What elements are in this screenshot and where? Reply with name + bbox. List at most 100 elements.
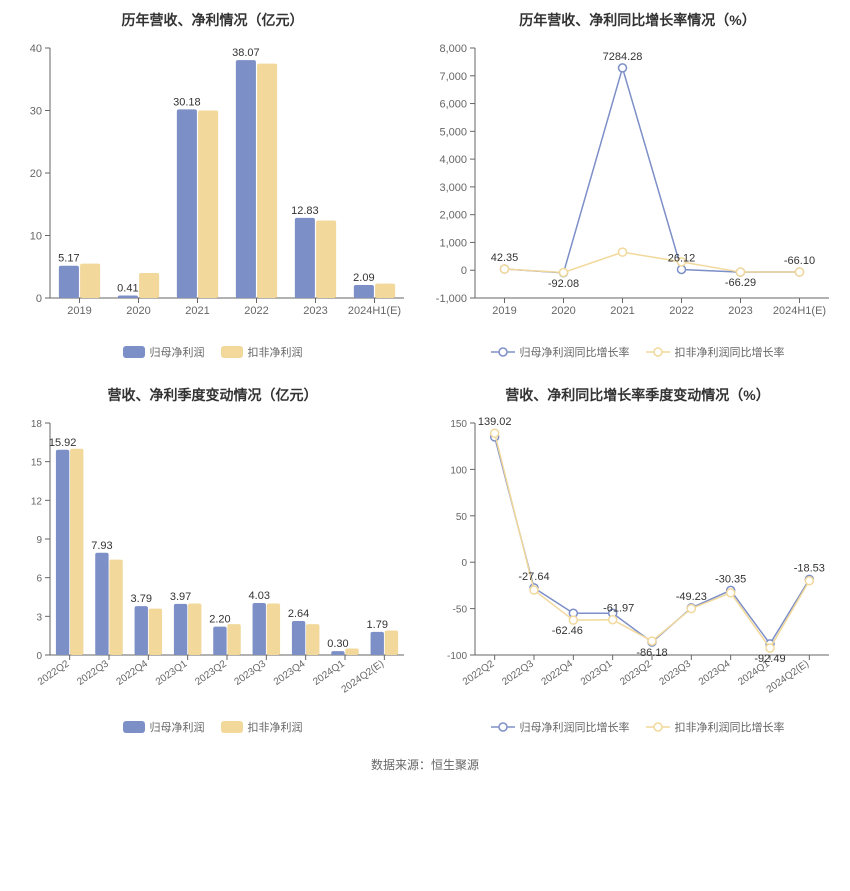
bar-value-label: 30.18 (173, 96, 201, 108)
legend-swatch (221, 346, 243, 358)
bar (118, 295, 138, 298)
bar-value-label: 4.03 (249, 590, 270, 602)
series-marker (648, 637, 656, 645)
bar-value-label: 7.93 (91, 540, 112, 552)
svg-text:2023Q1: 2023Q1 (579, 658, 615, 688)
svg-text:4,000: 4,000 (439, 154, 467, 166)
bar (139, 273, 159, 298)
data-source-footer: 数据来源：恒生聚源 (0, 750, 850, 787)
svg-text:-1,000: -1,000 (436, 293, 467, 305)
svg-text:2022Q3: 2022Q3 (75, 658, 111, 688)
point-value-label: -61.97 (603, 603, 634, 615)
series-marker (766, 644, 774, 652)
svg-text:6,000: 6,000 (439, 99, 467, 111)
svg-text:2024H1(E): 2024H1(E) (348, 305, 401, 317)
panel-annual-growth: 历年营收、净利同比增长率情况（%） -1,00001,0002,0003,000… (425, 0, 850, 375)
svg-text:8,000: 8,000 (439, 43, 467, 55)
chart3-title: 营收、净利季度变动情况（亿元） (8, 385, 417, 405)
legend-item: 归母净利润同比增长率 (491, 344, 630, 360)
chart3-area: 036912151815.927.933.793.972.204.032.640… (8, 413, 417, 713)
svg-text:2019: 2019 (67, 305, 91, 317)
svg-text:18: 18 (31, 419, 43, 430)
point-value-label: -66.29 (725, 277, 756, 289)
svg-text:2022: 2022 (669, 305, 693, 317)
chart1-area: 0102030405.170.4130.1838.0712.832.092019… (8, 38, 417, 338)
bar (188, 603, 201, 655)
chart2-legend: 归母净利润同比增长率 扣非净利润同比增长率 (433, 338, 842, 375)
svg-text:0: 0 (36, 651, 42, 662)
bar (292, 621, 305, 655)
series-marker (737, 268, 745, 276)
point-value-label: -27.64 (518, 571, 549, 583)
point-value-label: -92.08 (548, 278, 579, 290)
series-marker (569, 616, 577, 624)
bar (371, 632, 384, 655)
legend-item: 归母净利润 (123, 719, 205, 735)
svg-text:2023: 2023 (728, 305, 752, 317)
svg-text:10: 10 (30, 231, 42, 243)
panel-annual-values: 历年营收、净利情况（亿元） 0102030405.170.4130.1838.0… (0, 0, 425, 375)
svg-text:5,000: 5,000 (439, 126, 467, 138)
svg-text:150: 150 (450, 419, 467, 430)
chart3-legend: 归母净利润扣非净利润 (8, 713, 417, 750)
svg-text:2021: 2021 (185, 305, 209, 317)
svg-text:-100: -100 (447, 651, 467, 662)
svg-text:2022Q3: 2022Q3 (500, 658, 536, 688)
bar-value-label: 3.97 (170, 591, 191, 603)
point-value-label: 42.35 (491, 252, 519, 264)
series-marker (619, 248, 627, 256)
bar (59, 266, 79, 298)
bar-value-label: 2.64 (288, 608, 309, 620)
svg-text:2023Q1: 2023Q1 (154, 658, 190, 688)
series-marker (687, 605, 695, 613)
bar-value-label: 1.79 (367, 619, 388, 631)
legend-swatch (646, 721, 670, 733)
series-line (495, 433, 810, 648)
point-value-label: -62.46 (552, 625, 583, 637)
series-marker (560, 268, 568, 276)
svg-text:2024Q2(E): 2024Q2(E) (340, 658, 386, 695)
series-line (495, 437, 810, 644)
legend-label: 扣非净利润 (248, 344, 303, 360)
svg-text:2024Q1: 2024Q1 (311, 658, 347, 688)
svg-text:2020: 2020 (126, 305, 150, 317)
legend-item: 扣非净利润 (221, 719, 303, 735)
bar-value-label: 0.30 (327, 638, 348, 650)
series-marker (805, 577, 813, 585)
legend-label: 归母净利润 (150, 344, 205, 360)
svg-text:2022: 2022 (244, 305, 268, 317)
bar (375, 284, 395, 298)
bar (354, 285, 374, 298)
point-value-label: 26.12 (668, 252, 696, 264)
svg-text:9: 9 (36, 535, 42, 546)
series-marker (796, 268, 804, 276)
bar-value-label: 12.83 (291, 205, 319, 217)
legend-item: 归母净利润同比增长率 (491, 719, 630, 735)
svg-text:2023Q2: 2023Q2 (193, 658, 229, 688)
panel-quarter-growth: 营收、净利同比增长率季度变动情况（%） -100-50050100150139.… (425, 375, 850, 750)
bar-value-label: 5.17 (58, 253, 79, 265)
point-value-label: -66.10 (784, 255, 815, 267)
legend-item: 归母净利润 (123, 344, 205, 360)
svg-text:3: 3 (36, 612, 42, 623)
series-marker (678, 265, 686, 273)
legend-label: 扣非净利润同比增长率 (675, 344, 785, 360)
series-marker (727, 589, 735, 597)
legend-label: 归母净利润同比增长率 (520, 344, 630, 360)
bar (198, 111, 218, 299)
legend-item: 扣非净利润同比增长率 (646, 344, 785, 360)
bar (257, 64, 277, 298)
legend-swatch (123, 721, 145, 733)
bar (95, 553, 108, 655)
svg-text:0: 0 (461, 558, 467, 569)
svg-text:-50: -50 (453, 605, 468, 616)
legend-item: 扣非净利润 (221, 344, 303, 360)
point-value-label: 139.02 (478, 416, 512, 428)
svg-text:2023Q3: 2023Q3 (233, 658, 269, 688)
chart-grid: 历年营收、净利情况（亿元） 0102030405.170.4130.1838.0… (0, 0, 850, 750)
bar (267, 603, 280, 655)
svg-text:100: 100 (450, 465, 467, 476)
bar (149, 609, 162, 655)
bar-value-label: 0.41 (117, 282, 138, 294)
svg-text:0: 0 (461, 265, 467, 277)
